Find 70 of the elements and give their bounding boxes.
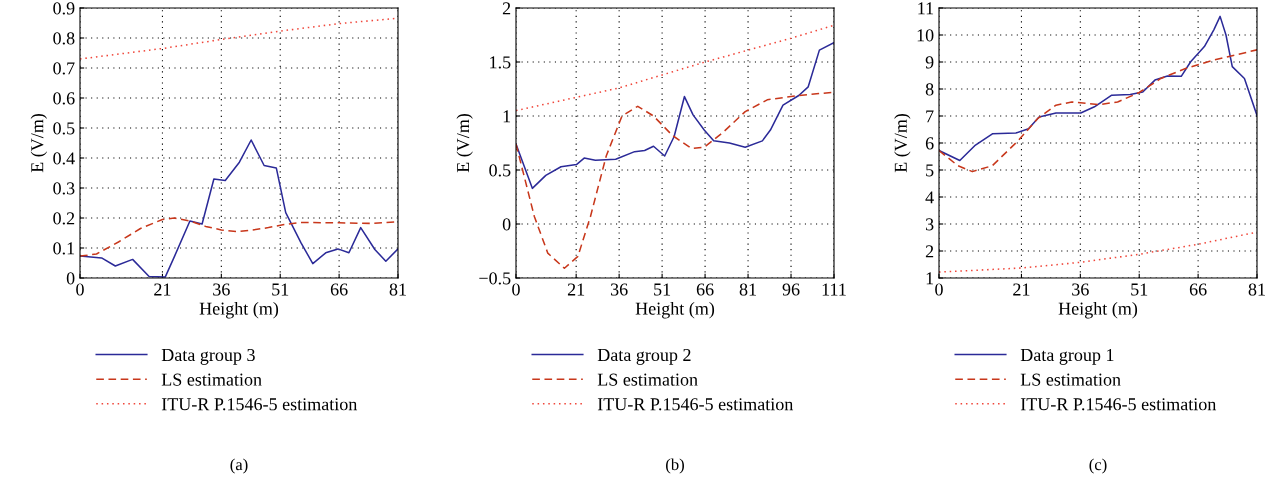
x-tick-label: 0: [935, 283, 943, 296]
y-tick-label: 9: [925, 56, 934, 69]
legend-label: LS estimation: [161, 373, 262, 386]
y-tick-label: 1: [926, 272, 934, 285]
y-tick-label: 10: [917, 29, 934, 42]
y-tick-label: −0.5: [479, 272, 511, 285]
y-tick-label: 0: [502, 218, 511, 231]
line-series: [516, 41, 834, 190]
y-tick-label: 0.8: [53, 32, 75, 45]
x-tick-label: 81: [389, 283, 406, 296]
y-axis-title: E (V/m): [894, 113, 911, 173]
legend-label: ITU-R P.1546-5 estimation: [161, 398, 358, 411]
x-tick-label: 36: [213, 283, 230, 296]
line-series: [939, 49, 1257, 173]
x-tick-label: 51: [1131, 283, 1148, 296]
y-tick-label: 6: [925, 137, 934, 150]
y-tick-label: 2: [502, 2, 511, 15]
x-tick-label: 66: [330, 283, 348, 296]
x-tick-label: 51: [272, 283, 289, 296]
legend-label: LS estimation: [1020, 373, 1121, 386]
y-tick-label: 1.5: [490, 56, 511, 69]
legend-label: LS estimation: [597, 373, 698, 386]
legend-label: ITU-R P.1546-5 estimation: [1020, 398, 1217, 411]
y-tick-label: 0.5: [53, 122, 75, 135]
text: (a): [230, 458, 248, 474]
x-tick-label: 81: [1248, 283, 1265, 296]
y-tick-label: 3: [925, 218, 934, 231]
y-axis-title: E (V/m): [30, 113, 48, 173]
y-tick-label: 0.3: [53, 182, 75, 195]
line-series: [516, 24, 834, 112]
x-tick-label: 36: [1072, 283, 1089, 296]
x-axis-title: Height (m): [1058, 302, 1138, 319]
y-tick-label: 0.9: [53, 2, 75, 15]
y-tick-label: 1: [503, 110, 511, 123]
y-tick-label: 0: [66, 272, 75, 285]
y-tick-label: 8: [925, 83, 934, 96]
y-tick-label: 11: [918, 2, 934, 15]
y-tick-label: 0.5: [489, 164, 511, 177]
y-tick-label: 5: [926, 164, 934, 177]
y-tick-label: 0.6: [53, 92, 75, 105]
x-tick-label: 0: [512, 283, 520, 296]
text: (c): [1089, 458, 1107, 474]
x-tick-label: 111: [822, 283, 846, 296]
x-tick-label: 21: [154, 283, 171, 296]
x-tick-label: 81: [739, 283, 756, 296]
x-axis-title: Height (m): [199, 302, 279, 319]
x-tick-label: 96: [782, 283, 800, 296]
y-tick-label: 0.4: [53, 152, 75, 165]
x-tick-label: 36: [610, 283, 628, 296]
x-tick-label: 21: [1013, 283, 1030, 296]
y-tick-label: 0.7: [53, 62, 75, 75]
text: (b): [666, 458, 684, 474]
y-tick-label: 7: [926, 110, 934, 123]
line-series: [939, 15, 1257, 162]
x-tick-label: 51: [654, 283, 671, 296]
x-tick-label: 66: [696, 283, 714, 296]
line-series: [516, 91, 834, 270]
legend-label: Data group 2: [597, 348, 691, 365]
y-tick-label: 2: [925, 245, 934, 258]
legend-label: Data group 3: [161, 348, 255, 365]
legend-label: ITU-R P.1546-5 estimation: [597, 398, 794, 411]
x-tick-label: 0: [76, 283, 84, 296]
y-tick-label: 0.1: [53, 242, 75, 255]
x-tick-label: 21: [567, 283, 585, 296]
y-tick-label: 4: [925, 191, 934, 204]
y-axis-title: E (V/m): [456, 113, 473, 173]
legend-label: Data group 1: [1020, 348, 1114, 365]
y-tick-label: 0.2: [53, 212, 75, 225]
x-axis-title: Height (m): [635, 302, 715, 319]
x-tick-label: 66: [1189, 283, 1207, 296]
